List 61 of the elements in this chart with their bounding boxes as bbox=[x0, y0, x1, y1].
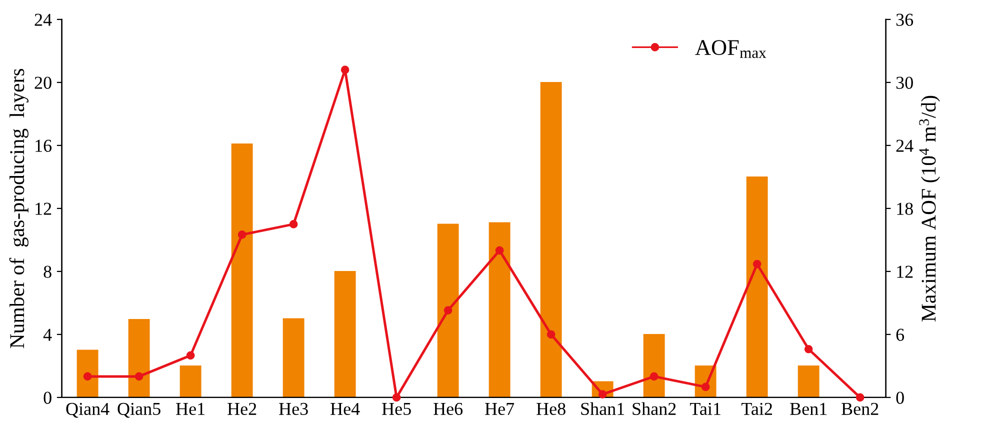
x-tick-label: Ben1 bbox=[790, 402, 827, 416]
y-tick-label: 12 bbox=[36, 202, 52, 215]
y2-tick-label: 24 bbox=[896, 140, 914, 152]
point bbox=[134, 372, 144, 381]
y-tick-label: 20 bbox=[34, 76, 52, 89]
y2-tick-label: 18 bbox=[897, 202, 913, 215]
bar bbox=[746, 176, 768, 398]
y-tick-label: 24 bbox=[34, 14, 52, 26]
y-tick-label: 0 bbox=[44, 392, 52, 404]
point bbox=[340, 66, 350, 74]
y-tick-label: 16 bbox=[36, 140, 52, 152]
point bbox=[752, 260, 762, 268]
point bbox=[83, 372, 92, 381]
x-tick-label: He8 bbox=[536, 402, 566, 416]
bar bbox=[282, 318, 304, 398]
legend-label: AOF$_{max}$ bbox=[695, 40, 766, 58]
point bbox=[701, 382, 710, 392]
x-tick-label: He4 bbox=[330, 402, 360, 416]
y-tick-label: 4 bbox=[43, 328, 52, 341]
point bbox=[238, 230, 246, 239]
point bbox=[650, 372, 658, 381]
bar bbox=[334, 271, 356, 398]
x-tick-label: Shan1 bbox=[581, 402, 624, 416]
x-tick-label: Tai2 bbox=[742, 402, 772, 416]
point bbox=[392, 393, 401, 402]
point bbox=[186, 351, 195, 360]
x-tick-label: Ben2 bbox=[842, 402, 878, 416]
bar bbox=[76, 350, 98, 398]
point bbox=[804, 344, 813, 354]
bar bbox=[128, 319, 150, 398]
x-tick-label: Shan2 bbox=[632, 402, 676, 416]
point bbox=[546, 330, 556, 339]
bar bbox=[643, 334, 665, 398]
x-tick-label: He2 bbox=[228, 402, 256, 416]
x-tick-label: He7 bbox=[485, 403, 514, 416]
point bbox=[495, 246, 504, 255]
x-tick-label: He5 bbox=[382, 403, 411, 416]
y2-tick-label: 0 bbox=[896, 392, 904, 404]
y2-tick-label: 36 bbox=[896, 14, 914, 26]
y-tick-label: 8 bbox=[44, 266, 52, 278]
bar bbox=[437, 224, 459, 398]
y2-tick-label: 6 bbox=[896, 328, 904, 341]
x-tick-label: He6 bbox=[434, 402, 463, 416]
x-tick-label: Qian4 bbox=[66, 402, 110, 418]
bar bbox=[488, 222, 510, 398]
point bbox=[289, 220, 298, 228]
point bbox=[444, 306, 452, 314]
bar bbox=[540, 82, 562, 398]
bar bbox=[180, 366, 202, 398]
x-tick-label: Qian5 bbox=[118, 402, 160, 418]
x-tick-label: He1 bbox=[176, 402, 205, 416]
x-tick-label: Tai1 bbox=[690, 402, 720, 416]
x-tick-label: He3 bbox=[279, 402, 308, 416]
y2-axis-title: Maximum AOF (10$^{4}$ m$^{3}$/d) bbox=[919, 96, 940, 322]
point bbox=[856, 393, 864, 402]
y2-tick-label: 30 bbox=[896, 76, 913, 89]
y2-tick-label: 12 bbox=[897, 266, 913, 278]
bar bbox=[231, 143, 253, 398]
bar bbox=[798, 366, 820, 398]
point bbox=[598, 390, 607, 398]
y-axis-title: Number of gas-producing layers bbox=[9, 68, 28, 348]
